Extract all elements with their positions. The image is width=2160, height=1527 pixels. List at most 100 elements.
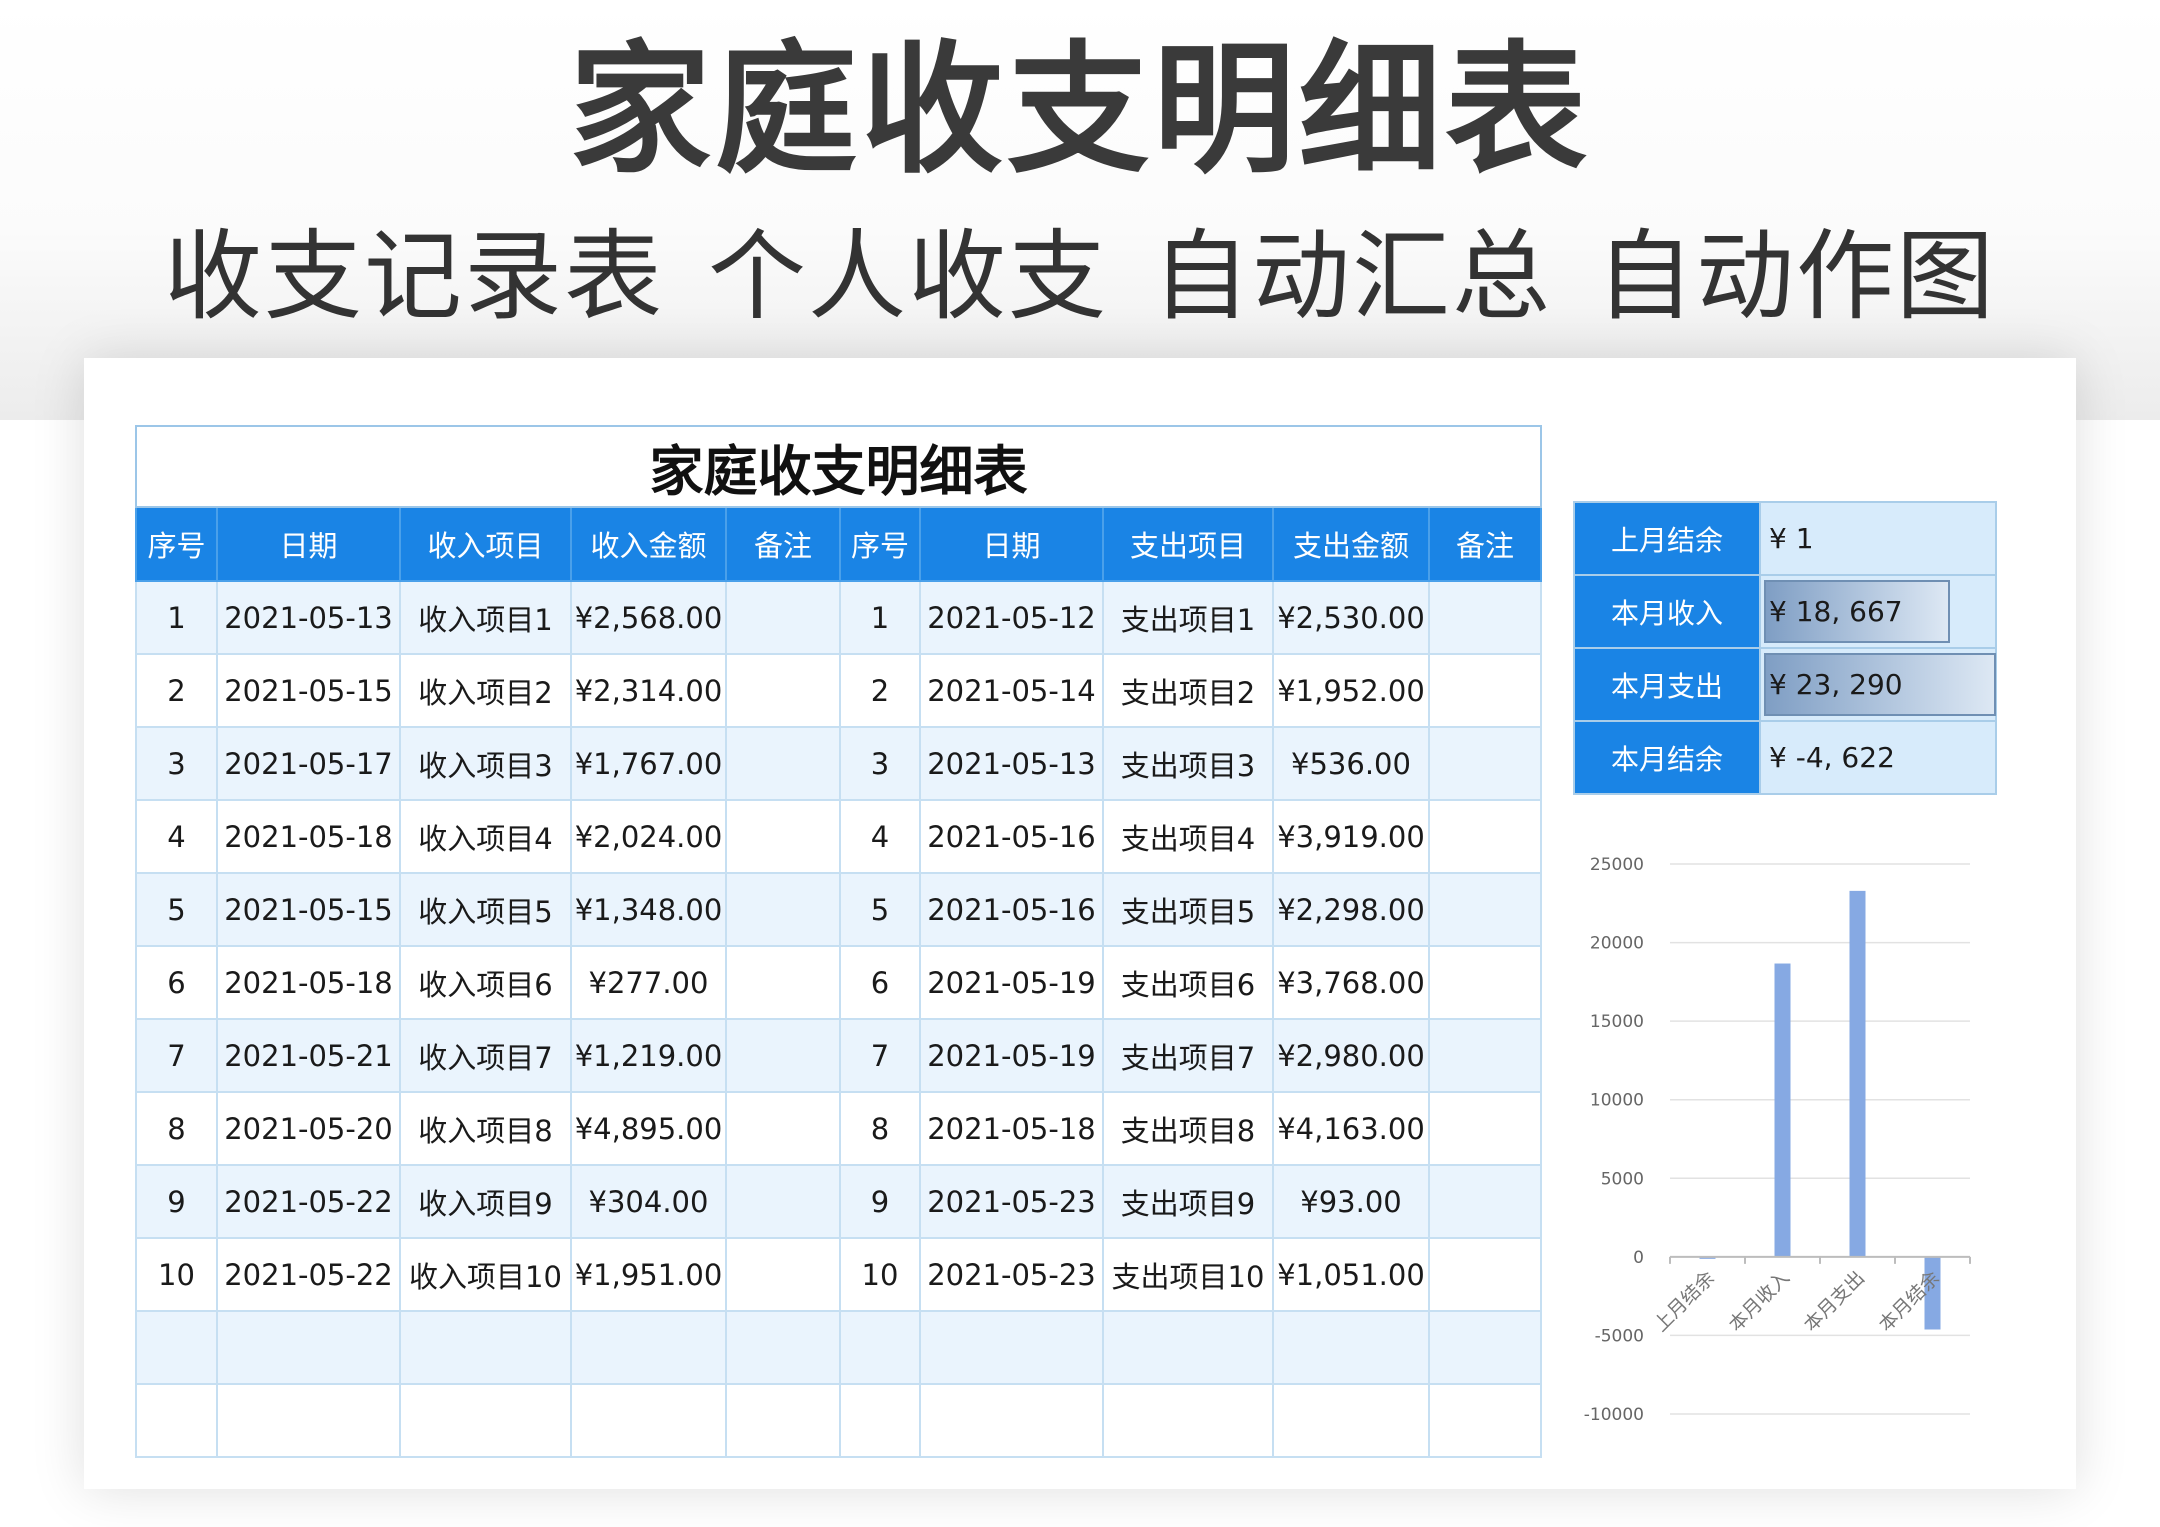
col-header-expense-item[interactable]: 支出项目	[1102, 506, 1274, 582]
cell-income-item[interactable]: 收入项目2	[399, 653, 572, 728]
cell-income-index[interactable]: 3	[135, 726, 218, 801]
cell-income-item[interactable]: 收入项目7	[399, 1018, 572, 1093]
cell-expense-item[interactable]: 支出项目1	[1102, 580, 1274, 655]
cell-income-note[interactable]	[725, 1091, 841, 1166]
cell-expense-index[interactable]	[839, 1383, 921, 1458]
cell-expense-index[interactable]: 4	[839, 799, 921, 874]
cell-income-amount[interactable]: ¥277.00	[570, 945, 727, 1020]
cell-expense-date[interactable]	[919, 1383, 1104, 1458]
cell-expense-amount[interactable]: ¥2,530.00	[1272, 580, 1430, 655]
cell-income-amount[interactable]: ¥1,767.00	[570, 726, 727, 801]
cell-income-date[interactable]: 2021-05-18	[216, 945, 401, 1020]
cell-income-item[interactable]: 收入项目3	[399, 726, 572, 801]
cell-income-note[interactable]	[725, 1237, 841, 1312]
col-header-expense-note[interactable]: 备注	[1428, 506, 1542, 582]
cell-income-note[interactable]	[725, 1018, 841, 1093]
col-header-expense-date[interactable]: 日期	[919, 506, 1104, 582]
cell-income-amount[interactable]: ¥304.00	[570, 1164, 727, 1239]
cell-expense-date[interactable]: 2021-05-18	[919, 1091, 1104, 1166]
cell-expense-date[interactable]: 2021-05-23	[919, 1164, 1104, 1239]
cell-expense-amount[interactable]: ¥1,051.00	[1272, 1237, 1430, 1312]
cell-expense-date[interactable]: 2021-05-19	[919, 1018, 1104, 1093]
cell-income-index[interactable]: 7	[135, 1018, 218, 1093]
cell-income-item[interactable]: 收入项目10	[399, 1237, 572, 1312]
cell-expense-index[interactable]: 1	[839, 580, 921, 655]
cell-expense-date[interactable]: 2021-05-19	[919, 945, 1104, 1020]
cell-expense-amount[interactable]	[1272, 1383, 1430, 1458]
cell-expense-item[interactable]: 支出项目5	[1102, 872, 1274, 947]
cell-expense-item[interactable]: 支出项目4	[1102, 799, 1274, 874]
cell-expense-index[interactable]: 6	[839, 945, 921, 1020]
cell-expense-note[interactable]	[1428, 1164, 1542, 1239]
cell-income-item[interactable]: 收入项目6	[399, 945, 572, 1020]
cell-income-amount[interactable]: ¥1,348.00	[570, 872, 727, 947]
cell-income-amount[interactable]: ¥2,314.00	[570, 653, 727, 728]
cell-income-note[interactable]	[725, 580, 841, 655]
cell-expense-amount[interactable]: ¥3,919.00	[1272, 799, 1430, 874]
cell-income-index[interactable]: 2	[135, 653, 218, 728]
cell-income-date[interactable]: 2021-05-20	[216, 1091, 401, 1166]
cell-income-amount[interactable]	[570, 1310, 727, 1385]
cell-income-note[interactable]	[725, 1164, 841, 1239]
cell-expense-index[interactable]: 3	[839, 726, 921, 801]
cell-income-date[interactable]: 2021-05-13	[216, 580, 401, 655]
cell-expense-amount[interactable]: ¥536.00	[1272, 726, 1430, 801]
cell-income-amount[interactable]: ¥4,895.00	[570, 1091, 727, 1166]
cell-expense-index[interactable]: 9	[839, 1164, 921, 1239]
cell-expense-note[interactable]	[1428, 1091, 1542, 1166]
cell-expense-note[interactable]	[1428, 799, 1542, 874]
cell-income-index[interactable]: 8	[135, 1091, 218, 1166]
cell-expense-note[interactable]	[1428, 653, 1542, 728]
cell-expense-index[interactable]: 8	[839, 1091, 921, 1166]
cell-expense-amount[interactable]	[1272, 1310, 1430, 1385]
cell-income-note[interactable]	[725, 799, 841, 874]
cell-income-date[interactable]: 2021-05-18	[216, 799, 401, 874]
cell-expense-note[interactable]	[1428, 945, 1542, 1020]
cell-income-date[interactable]: 2021-05-22	[216, 1237, 401, 1312]
cell-expense-item[interactable]: 支出项目3	[1102, 726, 1274, 801]
cell-expense-note[interactable]	[1428, 1310, 1542, 1385]
cell-expense-index[interactable]: 7	[839, 1018, 921, 1093]
cell-expense-note[interactable]	[1428, 726, 1542, 801]
cell-expense-date[interactable]: 2021-05-16	[919, 872, 1104, 947]
cell-income-note[interactable]	[725, 726, 841, 801]
cell-income-date[interactable]: 2021-05-22	[216, 1164, 401, 1239]
cell-income-note[interactable]	[725, 872, 841, 947]
cell-expense-date[interactable]	[919, 1310, 1104, 1385]
cell-expense-index[interactable]: 10	[839, 1237, 921, 1312]
cell-expense-item[interactable]: 支出项目6	[1102, 945, 1274, 1020]
cell-expense-amount[interactable]: ¥1,952.00	[1272, 653, 1430, 728]
cell-income-item[interactable]: 收入项目9	[399, 1164, 572, 1239]
cell-expense-date[interactable]: 2021-05-23	[919, 1237, 1104, 1312]
cell-expense-date[interactable]: 2021-05-14	[919, 653, 1104, 728]
cell-income-note[interactable]	[725, 945, 841, 1020]
col-header-income-index[interactable]: 序号	[135, 506, 218, 582]
cell-income-index[interactable]: 5	[135, 872, 218, 947]
cell-expense-note[interactable]	[1428, 1237, 1542, 1312]
cell-income-date[interactable]	[216, 1310, 401, 1385]
col-header-income-item[interactable]: 收入项目	[399, 506, 572, 582]
cell-income-date[interactable]: 2021-05-17	[216, 726, 401, 801]
cell-expense-note[interactable]	[1428, 1383, 1542, 1458]
cell-income-index[interactable]: 6	[135, 945, 218, 1020]
cell-income-index[interactable]: 10	[135, 1237, 218, 1312]
summary-value-balance[interactable]: ¥ -4, 622	[1759, 720, 1997, 795]
col-header-expense-index[interactable]: 序号	[839, 506, 921, 582]
cell-expense-index[interactable]	[839, 1310, 921, 1385]
cell-income-index[interactable]	[135, 1310, 218, 1385]
cell-income-amount[interactable]: ¥1,951.00	[570, 1237, 727, 1312]
cell-income-amount[interactable]: ¥1,219.00	[570, 1018, 727, 1093]
cell-expense-item[interactable]	[1102, 1310, 1274, 1385]
cell-expense-item[interactable]: 支出项目9	[1102, 1164, 1274, 1239]
cell-expense-amount[interactable]: ¥93.00	[1272, 1164, 1430, 1239]
col-header-income-amount[interactable]: 收入金额	[570, 506, 727, 582]
cell-expense-note[interactable]	[1428, 872, 1542, 947]
cell-income-amount[interactable]	[570, 1383, 727, 1458]
cell-income-amount[interactable]: ¥2,568.00	[570, 580, 727, 655]
cell-expense-item[interactable]: 支出项目10	[1102, 1237, 1274, 1312]
cell-income-date[interactable]	[216, 1383, 401, 1458]
cell-expense-amount[interactable]: ¥2,980.00	[1272, 1018, 1430, 1093]
cell-income-date[interactable]: 2021-05-15	[216, 872, 401, 947]
cell-income-note[interactable]	[725, 653, 841, 728]
cell-income-date[interactable]: 2021-05-15	[216, 653, 401, 728]
